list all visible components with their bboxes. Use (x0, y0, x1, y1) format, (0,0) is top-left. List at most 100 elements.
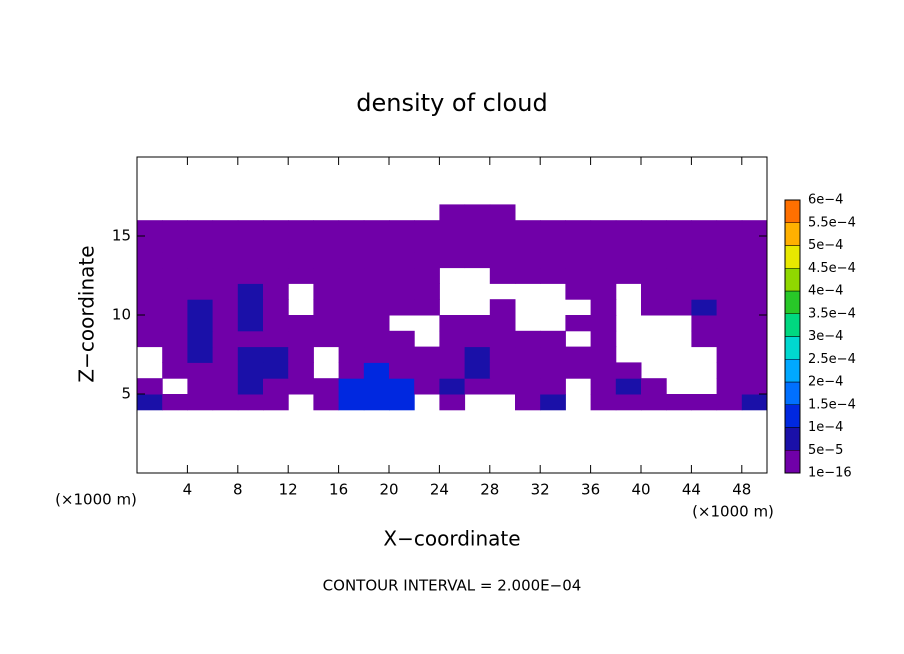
contour-cell (288, 267, 314, 284)
contour-cell (741, 378, 768, 395)
contour-cell (641, 394, 667, 411)
contour-cell (263, 394, 289, 411)
x-unit: (×1000 m) (692, 503, 774, 521)
contour-cell (741, 394, 768, 411)
contour-cell (590, 283, 617, 300)
contour-cell (414, 267, 440, 284)
contour-cell (741, 251, 768, 269)
contour-cell (515, 330, 541, 348)
contour-cell (237, 267, 264, 284)
contour-cell (338, 315, 365, 332)
contour-cell (187, 362, 214, 379)
contour-cell (187, 315, 214, 332)
contour-cell (288, 315, 314, 332)
contour-cell (615, 267, 642, 284)
contour-cell (565, 346, 592, 363)
contour-cell (389, 394, 415, 411)
contour-cell (615, 394, 642, 411)
colorbar-label: 4e−4 (808, 284, 843, 299)
contour-cell (187, 299, 214, 316)
contour-cell (590, 220, 617, 237)
contour-cell (641, 283, 667, 300)
contour-cell (741, 299, 768, 316)
contour-cell (515, 220, 541, 237)
contour-cell (414, 283, 440, 300)
contour-cell (389, 299, 415, 316)
x-tick-label: 24 (430, 481, 449, 499)
contour-cell (515, 378, 541, 395)
contour-cell (313, 236, 340, 253)
footnote: CONTOUR INTERVAL = 2.000E−04 (323, 577, 582, 595)
contour-cell (162, 220, 188, 237)
contour-cell (338, 251, 365, 269)
contour-cell (489, 315, 516, 332)
contour-cell (363, 330, 390, 348)
contour-cell (515, 394, 541, 411)
contour-cell (439, 330, 466, 348)
contour-cell (489, 346, 516, 363)
contour-cell (288, 236, 314, 253)
contour-cell (212, 346, 239, 363)
colorbar-label: 3.5e−4 (808, 306, 856, 321)
contour-cell (338, 299, 365, 316)
contour-cell (363, 267, 390, 284)
contour-cell (489, 362, 516, 379)
contour-cell (641, 236, 667, 253)
contour-cell (137, 251, 163, 269)
contour-cell (414, 378, 440, 395)
contour-cell (615, 236, 642, 253)
y-axis-label: Z−coordinate (75, 245, 99, 382)
contour-cell (540, 251, 566, 269)
contour-cell (464, 220, 491, 237)
contour-cell (338, 236, 365, 253)
contour-cell (691, 236, 718, 253)
contour-cell (741, 283, 768, 300)
contour-cell (162, 315, 188, 332)
contour-cell (363, 299, 390, 316)
contour-cell (263, 236, 289, 253)
contour-cell (338, 267, 365, 284)
contour-cell (162, 267, 188, 284)
contour-cell (590, 251, 617, 269)
contour-cell (162, 236, 188, 253)
contour-cell (363, 394, 390, 411)
contour-cell (389, 330, 415, 348)
colorbar-band (784, 290, 801, 314)
contour-cell (263, 283, 289, 300)
contour-cell (237, 283, 264, 300)
contour-cell (691, 251, 718, 269)
contour-cell (741, 330, 768, 348)
contour-cell (515, 346, 541, 363)
colorbar-label: 2.5e−4 (808, 352, 856, 367)
contour-cell (389, 251, 415, 269)
contour-cell (439, 220, 466, 237)
contour-cell (389, 346, 415, 363)
x-tick-label: 16 (329, 481, 348, 499)
contour-cell (716, 236, 743, 253)
contour-cell (414, 299, 440, 316)
contour-cell (716, 251, 743, 269)
contour-cell (162, 330, 188, 348)
colorbar-band (784, 450, 801, 474)
contour-cell (464, 204, 491, 221)
contour-cell (666, 394, 692, 411)
contour-cell (212, 220, 239, 237)
contour-cell (666, 236, 692, 253)
colorbar-band (784, 268, 801, 292)
contour-cell (137, 220, 163, 237)
contour-cell (263, 330, 289, 348)
contour-cell (338, 220, 365, 237)
contour-cell (515, 267, 541, 284)
contour-cell (439, 362, 466, 379)
contour-cell (389, 236, 415, 253)
contour-cell (691, 330, 718, 348)
contour-cell (464, 378, 491, 395)
contour-cell (389, 378, 415, 395)
contour-cell (691, 394, 718, 411)
y-unit: (×1000 m) (55, 491, 137, 509)
contour-cell (363, 346, 390, 363)
contour-cell (187, 251, 214, 269)
contour-cell (137, 267, 163, 284)
x-tick-label: 36 (581, 481, 600, 499)
